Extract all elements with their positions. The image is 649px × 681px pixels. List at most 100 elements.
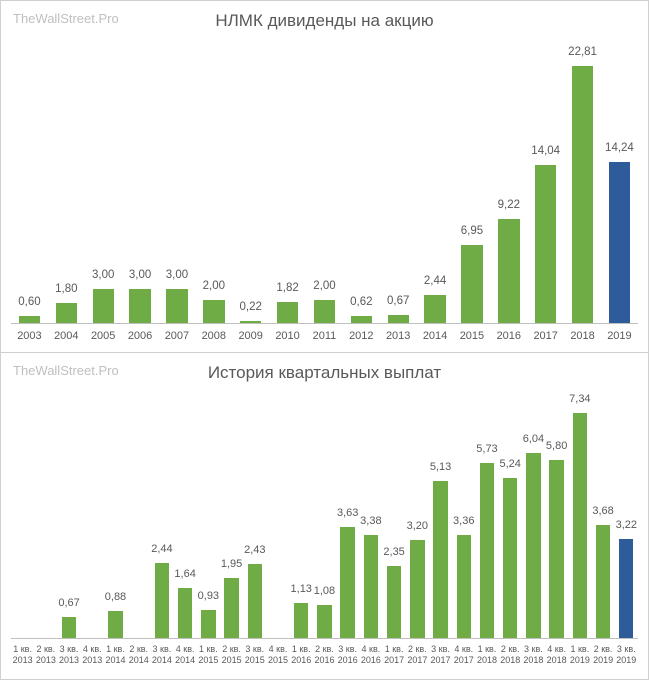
- bar-value-label: 2,00: [195, 280, 232, 296]
- bar-rect: [549, 460, 563, 638]
- x-tick: 2011: [306, 326, 343, 352]
- bar-value-label: 0,67: [57, 597, 80, 613]
- x-tick: 4 кв.2013: [81, 641, 104, 679]
- bar-value-label: 2,35: [383, 546, 406, 562]
- bar-rect: [480, 463, 494, 638]
- plot-area: 0,601,803,003,003,002,000,221,822,000,62…: [11, 41, 638, 324]
- bar-rect: [317, 605, 331, 638]
- bar-value-label: 14,24: [601, 142, 638, 158]
- bar-rect: [314, 300, 335, 323]
- bar-rect: [461, 245, 482, 323]
- bar-value-label: 7,34: [568, 393, 591, 409]
- bar-rect: [19, 316, 40, 323]
- bar: 5,13: [429, 393, 452, 638]
- bar-value-label: 0,93: [197, 590, 220, 606]
- bar-value-label: 5,24: [499, 458, 522, 474]
- chart-title: История квартальных выплат: [1, 363, 648, 383]
- bar: 3,36: [452, 393, 475, 638]
- bar-rect: [351, 316, 372, 323]
- bar-value-label: 14,04: [527, 145, 564, 161]
- x-tick: 2004: [48, 326, 85, 352]
- bar: 0,67: [380, 41, 417, 323]
- bar-rect: [166, 289, 187, 323]
- bar-value-label: 5,80: [545, 440, 568, 456]
- x-tick: 4 кв.2015: [266, 641, 289, 679]
- plot-area: 0,670,882,441,640,931,952,431,131,083,63…: [11, 393, 638, 639]
- x-tick: 3 кв.2014: [150, 641, 173, 679]
- bar-rect: [387, 566, 401, 638]
- bar: 0,62: [343, 41, 380, 323]
- bar: 0,22: [232, 41, 269, 323]
- bar-rect: [129, 289, 150, 323]
- x-tick: 2014: [417, 326, 454, 352]
- bar-value-label: 22,81: [564, 46, 601, 62]
- bar: 3,00: [159, 41, 196, 323]
- x-tick: 4 кв.2018: [545, 641, 568, 679]
- bar: 14,24: [601, 41, 638, 323]
- quarterly-dividends-chart: TheWallStreet.Pro История квартальных вы…: [0, 352, 649, 680]
- bar-rect: [155, 563, 169, 638]
- bar-value-label: 3,38: [359, 515, 382, 531]
- x-tick: 1 кв.2017: [383, 641, 406, 679]
- bar: 0,88: [104, 393, 127, 638]
- bar: 5,73: [475, 393, 498, 638]
- bar-value-label: 1,08: [313, 585, 336, 601]
- bar: 0,60: [11, 41, 48, 323]
- bars-group: 0,670,882,441,640,931,952,431,131,083,63…: [11, 393, 638, 639]
- x-tick: 2 кв.2015: [220, 641, 243, 679]
- bar-value-label: 6,95: [454, 225, 491, 241]
- x-tick: 2006: [122, 326, 159, 352]
- bar: 3,00: [85, 41, 122, 323]
- bar: 3,22: [615, 393, 638, 638]
- bar: 3,68: [591, 393, 614, 638]
- bar: 0,67: [57, 393, 80, 638]
- bar: 1,80: [48, 41, 85, 323]
- bar: 2,44: [417, 41, 454, 323]
- x-tick: 1 кв.2013: [11, 641, 34, 679]
- bar-rect: [93, 289, 114, 323]
- bar: [266, 393, 289, 638]
- x-tick: 2005: [85, 326, 122, 352]
- bar-rect: [457, 535, 471, 638]
- x-tick: 3 кв.2016: [336, 641, 359, 679]
- bar-rect: [294, 603, 308, 638]
- bar: 9,22: [490, 41, 527, 323]
- bar-rect: [424, 295, 445, 323]
- bar: 1,82: [269, 41, 306, 323]
- bar: 0,93: [197, 393, 220, 638]
- bar-rect: [596, 525, 610, 638]
- bar: 22,81: [564, 41, 601, 323]
- bar-value-label: 0,22: [232, 301, 269, 317]
- bar-rect: [62, 617, 76, 638]
- bar-value-label: 1,64: [174, 568, 197, 584]
- bars-group: 0,601,803,003,003,002,000,221,822,000,62…: [11, 41, 638, 324]
- bar: 6,95: [454, 41, 491, 323]
- bar-rect: [498, 219, 519, 323]
- x-tick: 3 кв.2013: [57, 641, 80, 679]
- bar-value-label: 3,36: [452, 515, 475, 531]
- x-tick: 4 кв.2014: [174, 641, 197, 679]
- x-axis: 2003200420052006200720082009201020112012…: [11, 326, 638, 352]
- bar-value-label: 0,88: [104, 591, 127, 607]
- bar-rect: [201, 610, 215, 638]
- bar: 1,64: [174, 393, 197, 638]
- bar-value-label: 0,67: [380, 295, 417, 311]
- bar-value-label: 1,80: [48, 283, 85, 299]
- x-tick: 1 кв.2015: [197, 641, 220, 679]
- bar: 2,44: [150, 393, 173, 638]
- bar-rect: [108, 611, 122, 638]
- bar: 1,95: [220, 393, 243, 638]
- bar-rect: [433, 481, 447, 638]
- x-tick: 2 кв.2019: [591, 641, 614, 679]
- x-tick: 3 кв.2017: [429, 641, 452, 679]
- x-tick: 2 кв.2014: [127, 641, 150, 679]
- bar: 6,04: [522, 393, 545, 638]
- bar: 2,00: [306, 41, 343, 323]
- bar: 7,34: [568, 393, 591, 638]
- x-tick: 2 кв.2016: [313, 641, 336, 679]
- x-tick: 1 кв.2016: [290, 641, 313, 679]
- bar-rect: [503, 478, 517, 638]
- x-tick: 2018: [564, 326, 601, 352]
- bar-value-label: 3,20: [406, 520, 429, 536]
- bar-value-label: 3,22: [615, 519, 638, 535]
